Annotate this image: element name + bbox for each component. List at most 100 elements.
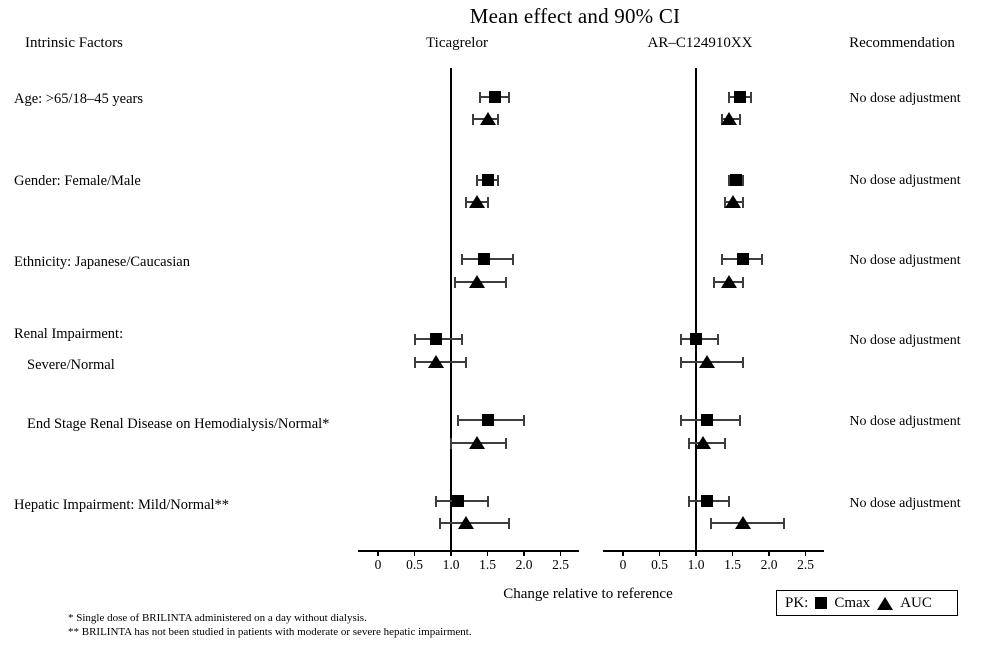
ci-cap-high	[738, 113, 741, 125]
ci-cap-low	[471, 113, 474, 125]
cmax-marker	[488, 91, 501, 103]
row-label: Gender: Female/Male	[14, 173, 141, 189]
row-label: Ethnicity: Japanese/Caucasian	[14, 254, 190, 270]
recommendation-text: No dose adjustment	[849, 173, 961, 188]
x-axis	[357, 550, 579, 552]
axis-tick-label: 2.0	[515, 557, 533, 572]
axis-tick	[731, 550, 734, 556]
cmax-marker	[430, 333, 443, 345]
ci-cap-low	[439, 517, 442, 529]
ci-cap-low	[450, 437, 452, 449]
axis-tick-label: 1.0	[687, 557, 705, 572]
ci-cap-high	[497, 174, 500, 186]
axis-tick-label: 0.5	[651, 557, 668, 572]
ci-cap-high	[464, 356, 467, 368]
cmax-marker	[737, 253, 750, 265]
axis-tick-label: 2.5	[797, 557, 814, 572]
axis-tick-label: 2.0	[760, 557, 778, 572]
ci-cap-low	[713, 276, 716, 288]
axis-tick	[768, 550, 770, 556]
axis-tick-label: 2.5	[552, 557, 569, 572]
recommendation-text: No dose adjustment	[849, 253, 961, 268]
ci-cap-high	[724, 437, 727, 449]
cmax-square-icon	[815, 597, 828, 609]
axis-tick	[658, 550, 661, 556]
cmax-marker	[481, 174, 494, 186]
ci-cap-low	[709, 517, 712, 529]
auc-triangle-icon	[877, 596, 894, 610]
footnote-hepatic: ** BRILINTA has not been studied in pati…	[68, 626, 472, 638]
chart-title: Mean effect and 90% CI	[469, 4, 681, 28]
cmax-marker	[690, 333, 702, 345]
axis-tick-label: 1.5	[479, 557, 496, 572]
ci-cap-low	[464, 196, 467, 208]
axis-tick	[486, 550, 489, 556]
ci-cap-high	[742, 196, 745, 208]
legend-cmax-label: Cmax	[834, 594, 871, 611]
ci-cap-high	[497, 113, 500, 125]
recommendation-text: No dose adjustment	[849, 414, 961, 429]
row-label: Hepatic Impairment: Mild/Normal**	[14, 497, 230, 513]
ci-cap-low	[680, 414, 683, 426]
cmax-marker	[477, 253, 490, 265]
cmax-marker	[733, 91, 746, 103]
x-axis-label: Change relative to reference	[503, 586, 673, 602]
axis-tick	[695, 550, 697, 556]
ci-cap-high	[508, 91, 511, 103]
cmax-marker	[730, 174, 743, 186]
axis-tick-label: 0	[619, 557, 627, 572]
row-label: Renal Impairment:	[14, 326, 124, 342]
auc-marker	[698, 355, 715, 368]
ci-whisker	[440, 522, 510, 524]
ci-cap-high	[486, 196, 489, 208]
ci-cap-high	[512, 253, 515, 265]
ci-cap-high	[782, 517, 785, 529]
recommendation-text: No dose adjustment	[849, 91, 961, 106]
ci-cap-low	[460, 253, 463, 265]
axis-tick	[450, 550, 452, 556]
ci-cap-high	[460, 333, 463, 345]
auc-marker	[457, 516, 474, 529]
ci-cap-low	[687, 495, 690, 507]
axis-tick-label: 0	[374, 557, 382, 572]
axis-tick	[804, 550, 807, 556]
column-header-recommendation: Recommendation	[849, 35, 955, 51]
ci-cap-high	[727, 495, 730, 507]
auc-marker	[468, 275, 485, 288]
footnote-dialysis: * Single dose of BRILINTA administered o…	[68, 612, 367, 624]
auc-marker	[724, 195, 741, 208]
auc-marker	[468, 436, 485, 449]
axis-tick-label: 1.5	[724, 557, 741, 572]
row-label: Age: >65/18–45 years	[14, 91, 143, 107]
ci-cap-low	[457, 414, 460, 426]
ci-cap-low	[413, 333, 416, 345]
auc-marker	[428, 355, 445, 368]
x-axis	[602, 550, 824, 552]
axis-tick-label: 1.0	[442, 557, 460, 572]
axis-tick	[377, 550, 379, 556]
auc-marker	[720, 112, 737, 125]
legend-auc-label: AUC	[900, 594, 932, 611]
auc-marker	[735, 516, 752, 529]
recommendation-text: No dose adjustment	[849, 333, 961, 348]
auc-marker	[695, 436, 712, 449]
ci-cap-low	[435, 495, 438, 507]
auc-marker	[479, 112, 496, 125]
ci-cap-high	[760, 253, 763, 265]
row-sublabel: Severe/Normal	[27, 357, 115, 373]
cmax-marker	[452, 495, 465, 507]
auc-marker	[468, 195, 485, 208]
axis-tick	[622, 550, 624, 556]
column-header-ticagrelor: Ticagrelor	[426, 35, 488, 51]
recommendation-text: No dose adjustment	[849, 496, 961, 511]
axis-tick	[559, 550, 562, 556]
axis-tick	[413, 550, 416, 556]
ci-cap-high	[749, 91, 752, 103]
reference-line	[450, 68, 452, 550]
ci-cap-low	[475, 174, 478, 186]
ci-cap-high	[508, 517, 511, 529]
pk-legend: PK: Cmax AUC	[776, 590, 958, 616]
ci-cap-high	[716, 333, 719, 345]
auc-marker	[720, 275, 737, 288]
